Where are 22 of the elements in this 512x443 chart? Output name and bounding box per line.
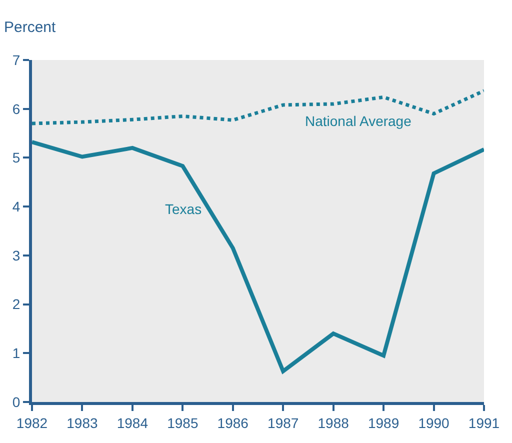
x-tick-label: 1987: [268, 414, 299, 431]
y-tick-label: 0: [12, 394, 20, 410]
x-tick-label: 1991: [468, 414, 500, 431]
y-tick-label: 2: [12, 296, 20, 312]
x-tick-label: 1988: [318, 414, 350, 431]
y-axis-title: Percent: [4, 19, 57, 36]
y-tick-label: 5: [12, 150, 20, 166]
y-tick-label: 3: [12, 247, 20, 264]
line-series: [32, 140, 484, 374]
series-label: Texas: [165, 201, 202, 217]
x-tick-label: 1990: [418, 414, 450, 431]
x-tick-label: 1984: [116, 414, 148, 431]
x-tick-label: 1985: [167, 414, 198, 431]
y-tick-label: 4: [12, 198, 20, 214]
y-tick-label: 7: [12, 52, 20, 68]
x-tick-label: 1982: [16, 414, 48, 431]
x-tick-label: 1989: [368, 414, 400, 431]
x-tick-label: 1983: [66, 414, 98, 431]
series-label: National Average: [305, 113, 412, 129]
x-tick-label: 1986: [217, 414, 249, 431]
y-tick-label: 1: [12, 345, 20, 362]
y-tick-label: 6: [12, 100, 20, 117]
